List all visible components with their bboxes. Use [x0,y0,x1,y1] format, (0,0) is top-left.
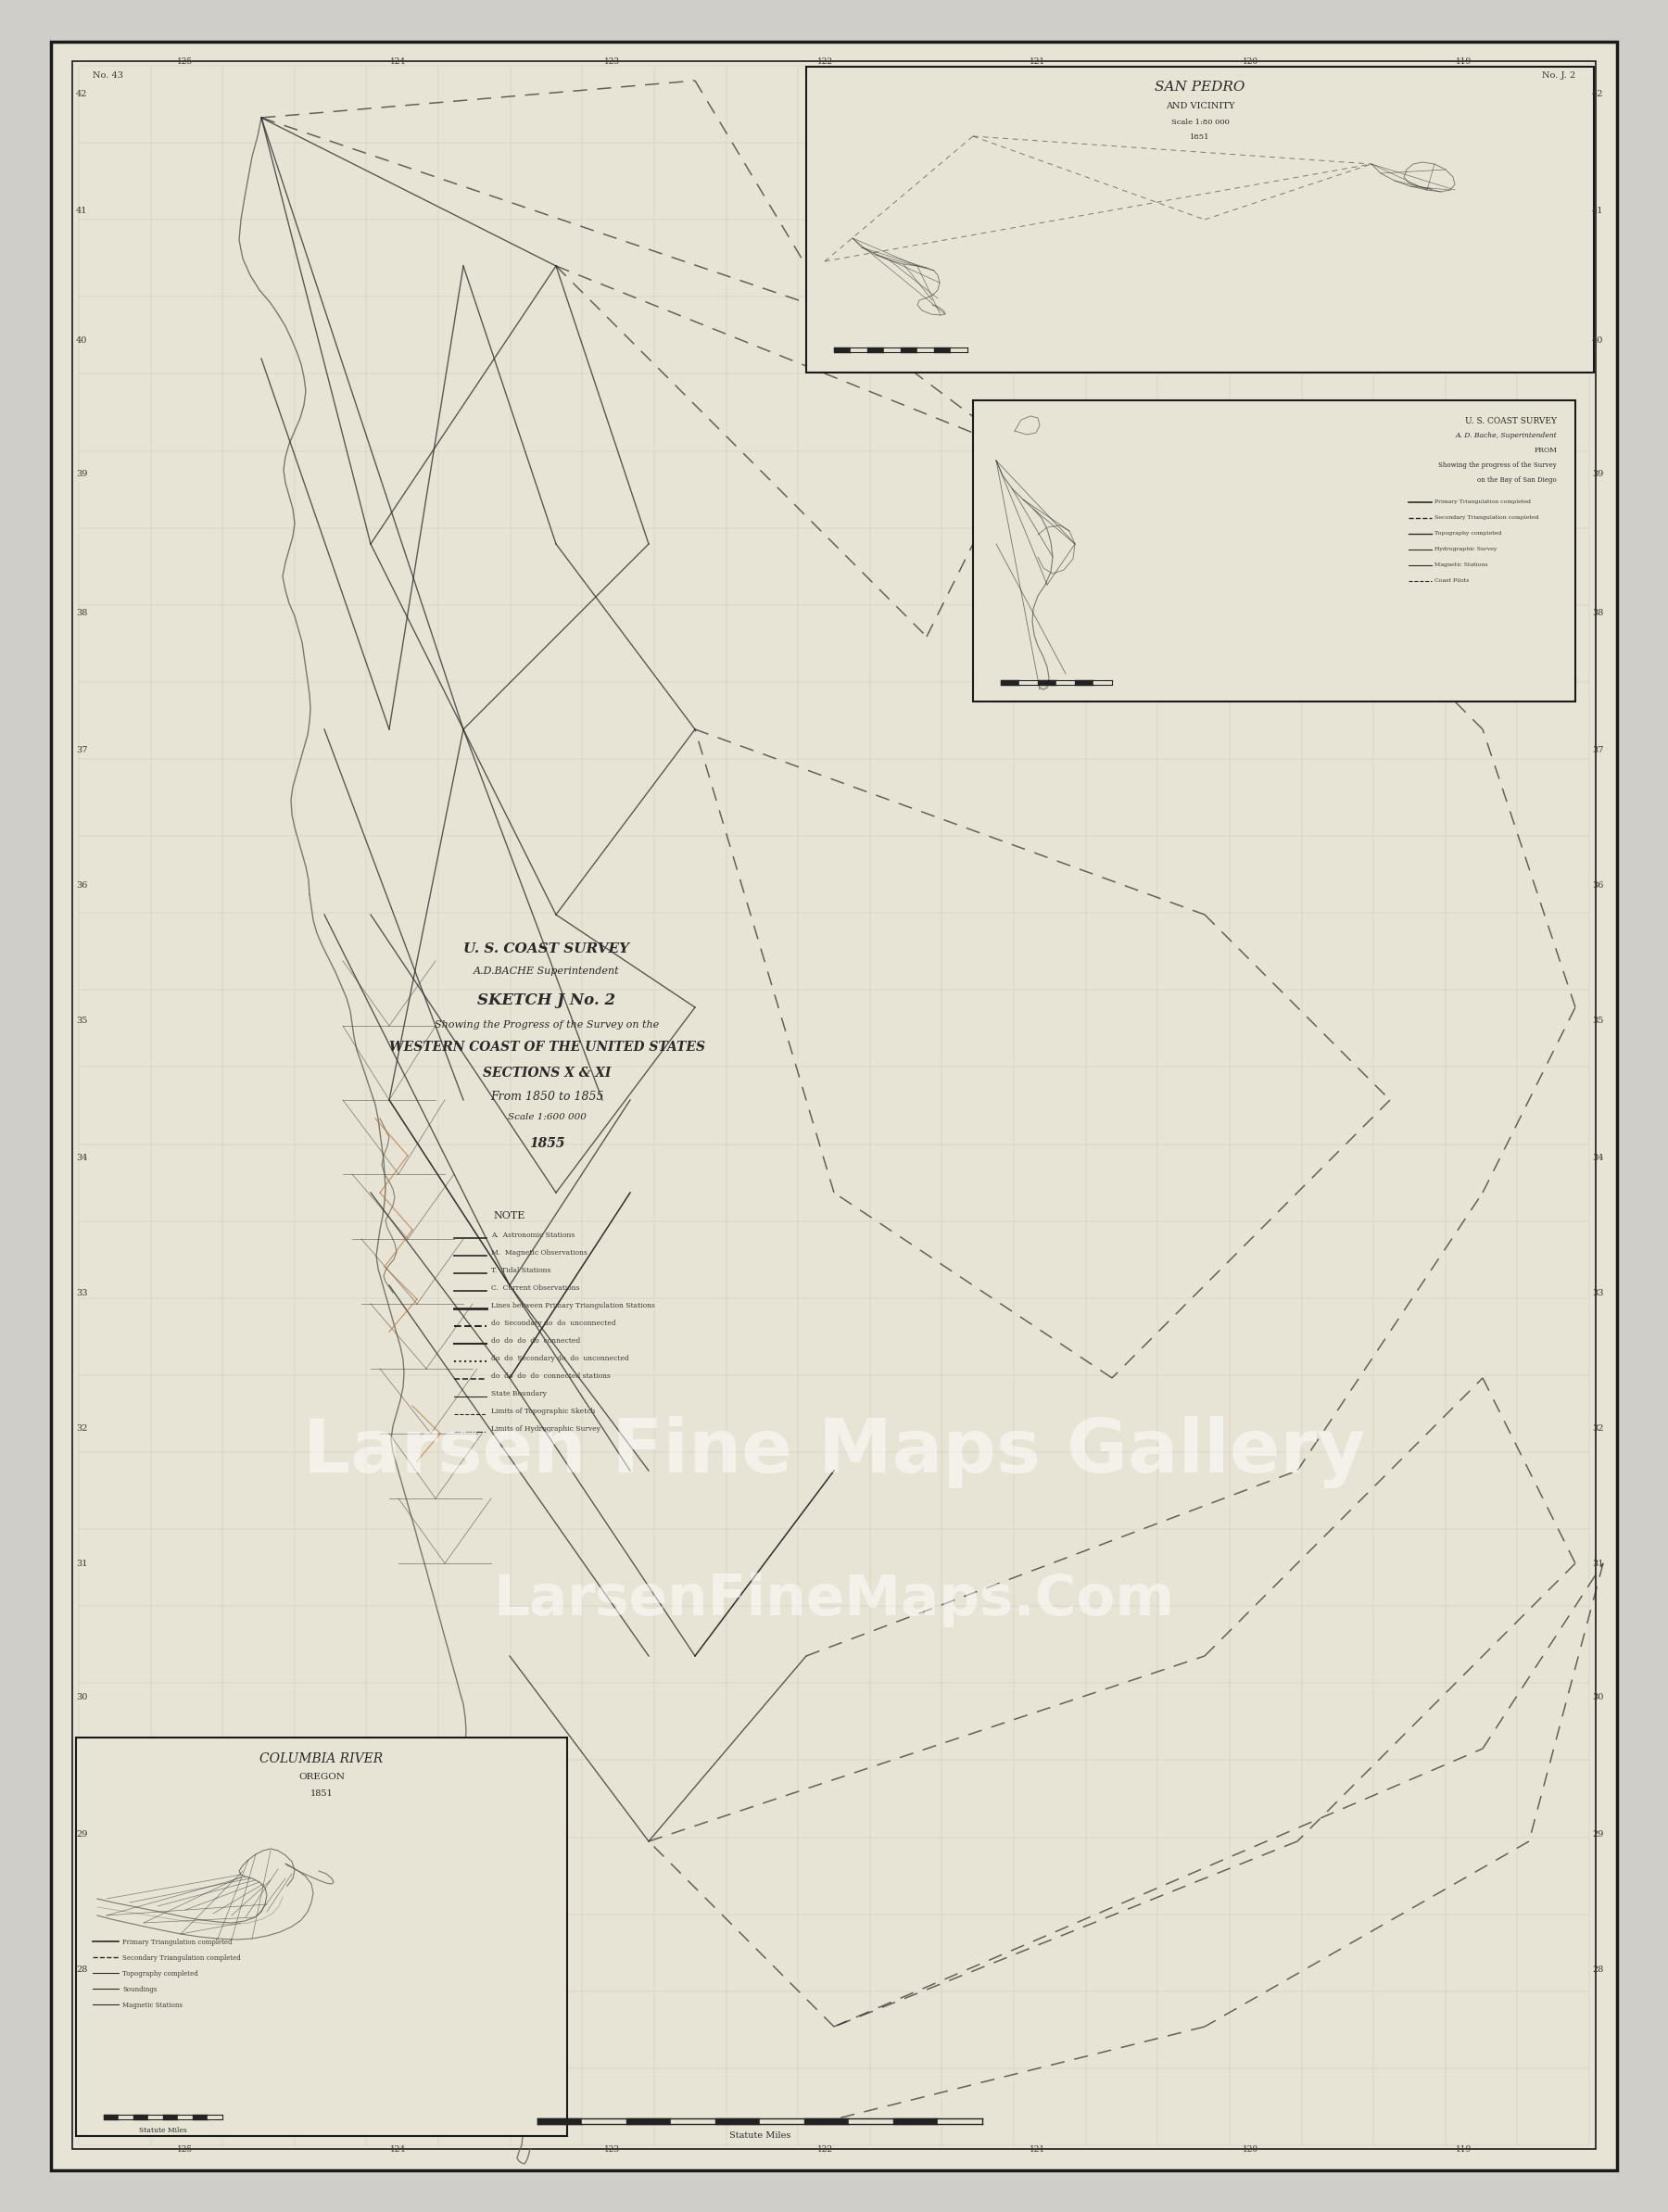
Text: do  do  do  do  connected: do do do do connected [490,1338,580,1345]
Text: 123: 123 [604,2146,619,2154]
Bar [77,1739,567,2137]
Text: A.  Astronomic Stations: A. Astronomic Stations [490,1232,575,1239]
Text: 122: 122 [817,2146,832,2154]
Text: 35: 35 [1591,1018,1603,1026]
Text: 40: 40 [77,336,87,345]
Text: 39: 39 [1591,471,1603,478]
Text: SAN PEDRO: SAN PEDRO [1154,80,1244,93]
Text: 31: 31 [77,1559,87,1568]
Text: Magnetic Stations: Magnetic Stations [122,2002,182,2008]
Text: Topography completed: Topography completed [1434,531,1501,535]
Text: SKETCH J No. 2: SKETCH J No. 2 [477,993,615,1009]
Text: Magnetic Stations: Magnetic Stations [1434,562,1488,566]
Text: Statute Miles: Statute Miles [138,2126,187,2135]
Text: Primary Triangulation completed: Primary Triangulation completed [122,1938,232,1947]
Text: 40: 40 [1591,336,1603,345]
Text: 39: 39 [77,471,87,478]
Text: 38: 38 [1591,608,1603,617]
Text: Limits of Topographic Sketch: Limits of Topographic Sketch [490,1407,595,1416]
Text: 121: 121 [1029,2146,1046,2154]
Text: 120: 120 [1243,2146,1259,2154]
Text: 38: 38 [77,608,87,617]
Text: SECTIONS X & XI: SECTIONS X & XI [482,1066,610,1079]
Text: 123: 123 [604,58,619,66]
Text: Coast Pilots: Coast Pilots [1434,577,1470,584]
Text: Scale 1:80 000: Scale 1:80 000 [1171,119,1229,126]
Text: A.D.BACHE Superintendent: A.D.BACHE Superintendent [474,967,620,975]
Text: M.  Magnetic Observations: M. Magnetic Observations [490,1250,587,1256]
Text: NOTE: NOTE [494,1212,525,1221]
Text: Showing the Progress of the Survey on the: Showing the Progress of the Survey on th… [434,1020,659,1029]
Text: U. S. COAST SURVEY: U. S. COAST SURVEY [1465,418,1556,425]
Text: on the Bay of San Diego: on the Bay of San Diego [1478,476,1556,484]
Text: Statute Miles: Statute Miles [729,2132,791,2139]
Text: WESTERN COAST OF THE UNITED STATES: WESTERN COAST OF THE UNITED STATES [389,1040,704,1053]
Text: 122: 122 [817,58,832,66]
Text: 30: 30 [1591,1694,1603,1701]
Text: 37: 37 [1591,745,1603,754]
Text: Limits of Hydrographic Survey: Limits of Hydrographic Survey [490,1425,600,1433]
Text: COLUMBIA RIVER: COLUMBIA RIVER [260,1752,384,1765]
Text: FROM: FROM [1535,447,1556,453]
Text: C.  Current Observations: C. Current Observations [490,1285,580,1292]
Text: 34: 34 [77,1152,87,1161]
Text: 1855: 1855 [529,1137,564,1150]
Text: State Boundary: State Boundary [490,1389,547,1398]
Text: Secondary Triangulation completed: Secondary Triangulation completed [1434,515,1540,520]
Text: 42: 42 [1591,91,1603,100]
Text: do  do  Secondary do  do  unconnected: do do Secondary do do unconnected [490,1354,629,1363]
Text: 119: 119 [1456,2146,1473,2154]
Text: 125: 125 [177,58,193,66]
Text: 36: 36 [77,880,87,889]
Text: LarsenFineMaps.Com: LarsenFineMaps.Com [494,1573,1174,1628]
Bar [806,66,1595,372]
Text: Soundings: Soundings [122,1986,157,1993]
Text: 120: 120 [1243,58,1259,66]
Text: A. D. Bache, Superintendent: A. D. Bache, Superintendent [1454,431,1556,440]
Text: 41: 41 [1591,206,1603,215]
Text: 37: 37 [77,745,87,754]
Text: 121: 121 [1029,58,1046,66]
Text: 29: 29 [1591,1829,1603,1838]
Text: 42: 42 [77,91,87,100]
Text: Lines between Primary Triangulation Stations: Lines between Primary Triangulation Stat… [490,1303,656,1310]
Text: Scale 1:600 000: Scale 1:600 000 [507,1113,585,1121]
Text: OREGON: OREGON [299,1772,345,1781]
Bar [972,400,1575,701]
Text: Larsen Fine Maps Gallery: Larsen Fine Maps Gallery [302,1416,1366,1489]
Text: 32: 32 [77,1425,87,1433]
Text: 28: 28 [1591,1964,1603,1973]
Text: 125: 125 [177,2146,193,2154]
Text: 1851: 1851 [1189,133,1209,142]
Text: 31: 31 [1591,1559,1603,1568]
Text: Showing the progress of the Survey: Showing the progress of the Survey [1438,462,1556,469]
Text: AND VICINITY: AND VICINITY [1166,102,1234,111]
Text: 33: 33 [1591,1290,1603,1296]
Text: From 1850 to 1855: From 1850 to 1855 [490,1091,604,1104]
Text: Hydrographic Survey: Hydrographic Survey [1434,546,1496,551]
Text: 32: 32 [1591,1425,1603,1433]
Text: 30: 30 [77,1694,87,1701]
Text: Topography completed: Topography completed [122,1971,198,1978]
Text: 36: 36 [1591,880,1603,889]
Text: 28: 28 [77,1964,87,1973]
Text: 119: 119 [1456,58,1473,66]
Text: 41: 41 [77,206,87,215]
Text: 124: 124 [390,58,407,66]
Text: 34: 34 [1591,1152,1603,1161]
Text: 124: 124 [390,2146,407,2154]
Text: do  do  do  do  connected stations: do do do do connected stations [490,1371,610,1380]
Text: Secondary Triangulation completed: Secondary Triangulation completed [122,1955,240,1962]
Text: 35: 35 [77,1018,87,1026]
Text: T.  Tidal Stations: T. Tidal Stations [490,1267,550,1274]
Text: do  Secondary do  do  unconnected: do Secondary do do unconnected [490,1321,615,1327]
Text: Primary Triangulation completed: Primary Triangulation completed [1434,500,1531,504]
Text: No. 43: No. 43 [93,71,123,80]
Text: U. S. COAST SURVEY: U. S. COAST SURVEY [464,942,631,956]
Text: 33: 33 [77,1290,87,1296]
Text: 29: 29 [77,1829,87,1838]
Text: 1851: 1851 [310,1790,334,1798]
Text: No. J. 2: No. J. 2 [1541,71,1575,80]
